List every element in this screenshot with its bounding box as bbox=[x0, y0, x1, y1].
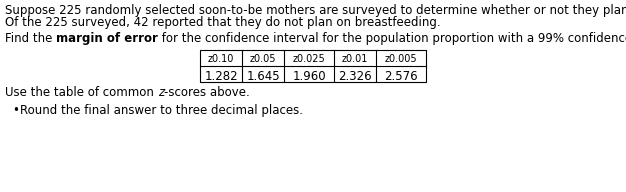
Text: z0.01: z0.01 bbox=[342, 54, 368, 64]
Text: -scores above.: -scores above. bbox=[164, 86, 250, 99]
Text: z0.025: z0.025 bbox=[292, 54, 326, 64]
Text: z0.05: z0.05 bbox=[250, 54, 276, 64]
Text: for the confidence interval for the population proportion with a 99% confidence : for the confidence interval for the popu… bbox=[158, 32, 626, 45]
Text: z: z bbox=[158, 86, 164, 99]
Text: 2.326: 2.326 bbox=[338, 70, 372, 83]
Text: 2.576: 2.576 bbox=[384, 70, 418, 83]
Text: 1.645: 1.645 bbox=[246, 70, 280, 83]
Bar bbox=[200, 50, 426, 82]
Text: 1.960: 1.960 bbox=[292, 70, 326, 83]
Text: Of the 225 surveyed, 42 reported that they do not plan on breastfeeding.: Of the 225 surveyed, 42 reported that th… bbox=[5, 16, 441, 29]
Text: Suppose 225 randomly selected soon-to-be mothers are surveyed to determine wheth: Suppose 225 randomly selected soon-to-be… bbox=[5, 4, 626, 17]
Text: Find the: Find the bbox=[5, 32, 56, 45]
Text: z0.005: z0.005 bbox=[385, 54, 418, 64]
Text: Use the table of common: Use the table of common bbox=[5, 86, 158, 99]
Text: z0.10: z0.10 bbox=[208, 54, 234, 64]
Text: •: • bbox=[12, 104, 19, 117]
Text: 1.282: 1.282 bbox=[204, 70, 238, 83]
Text: margin of error: margin of error bbox=[56, 32, 158, 45]
Text: Round the final answer to three decimal places.: Round the final answer to three decimal … bbox=[20, 104, 303, 117]
